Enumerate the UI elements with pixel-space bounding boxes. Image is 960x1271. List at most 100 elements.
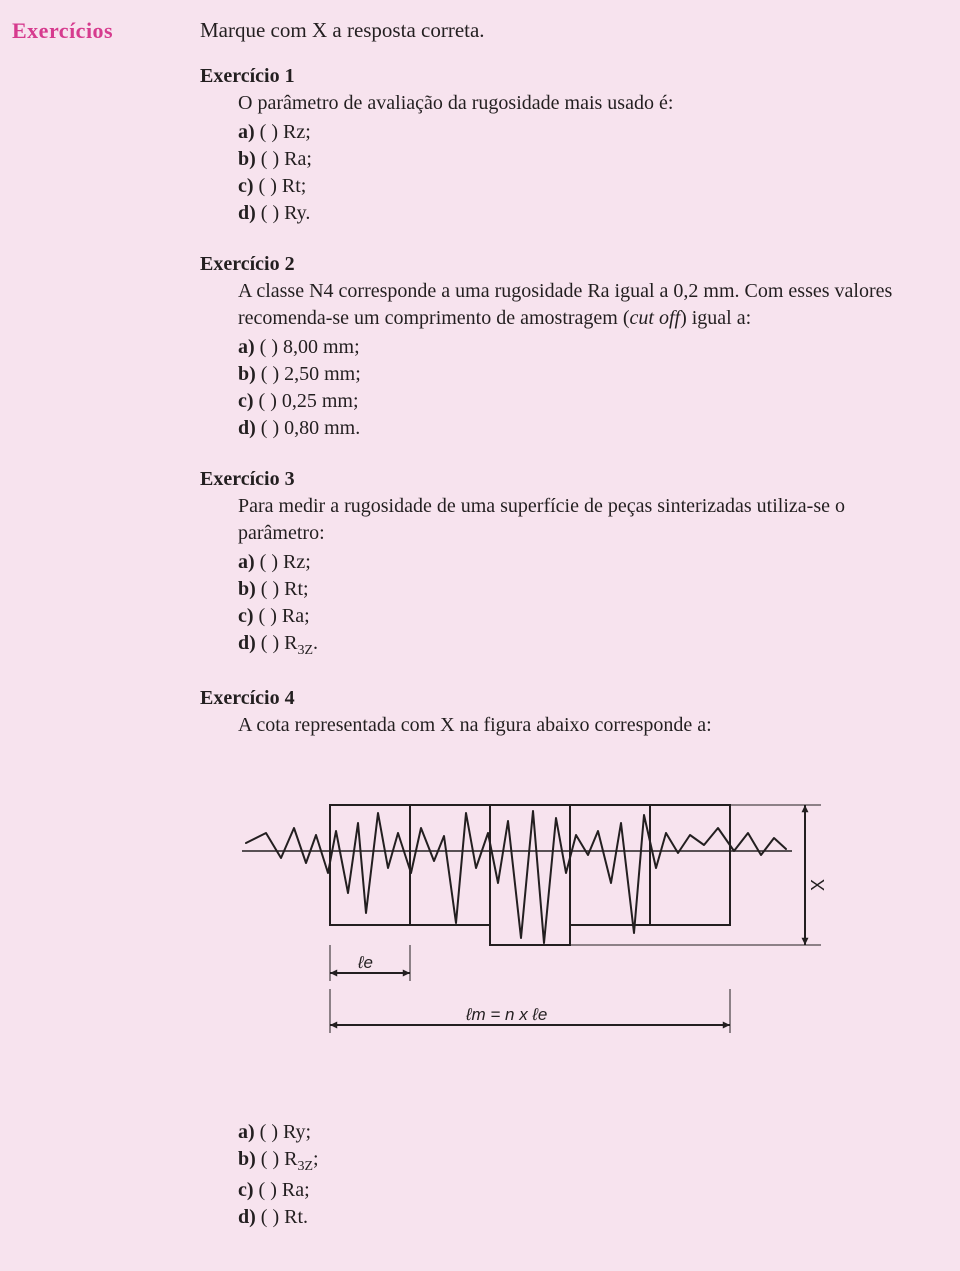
opt-letter: b) [238,363,256,385]
opt-blank[interactable]: ( ) [259,605,277,627]
opt-letter: a) [238,1121,255,1143]
opt-sub: 3Z [297,643,313,658]
page-root: Exercícios Marque com X a resposta corre… [0,0,960,1271]
exercise-2: Exercício 2 A classe N4 corresponde a um… [200,253,900,442]
opt-text: Rt; [282,175,306,197]
content-col: Marque com X a resposta correta. Exercíc… [200,18,900,1231]
opt-pre: R [284,1148,297,1170]
exercise-4: Exercício 4 A cota representada com X na… [200,687,900,739]
exercise-2-opt-b: b) ( ) 2,50 mm; [238,361,900,388]
opt-text: Rt. [284,1206,308,1228]
opt-letter: a) [238,551,255,573]
opt-text: R3Z. [284,632,318,654]
opt-text: Ra; [282,1179,310,1201]
exercise-2-body: A classe N4 corresponde a uma rugosidade… [238,278,900,442]
prompt-post: ) igual a: [680,307,751,329]
exercise-3-opt-b: b) ( ) Rt; [238,576,900,603]
prompt-pre: A classe N4 corresponde a uma rugosidade… [238,280,892,329]
exercise-1-options: a) ( ) Rz; b) ( ) Ra; c) ( ) Rt; [238,119,900,227]
exercise-2-opt-a: a) ( ) 8,00 mm; [238,334,900,361]
exercise-2-opt-c: c) ( ) 0,25 mm; [238,388,900,415]
exercise-4-opt-a: a) ( ) Ry; [238,1119,900,1146]
opt-blank[interactable]: ( ) [260,551,278,573]
opt-post: . [313,632,318,654]
roughness-svg: Xℓeℓm = n x ℓe [236,773,856,1073]
opt-text: 0,25 mm; [282,390,359,412]
exercise-3-prompt: Para medir a rugosidade de uma superfíci… [238,493,900,547]
exercise-4-body: A cota representada com X na figura abai… [238,712,900,739]
section-heading-col: Exercícios [12,18,162,44]
section-title: Exercícios [12,18,162,44]
exercise-1-prompt: O parâmetro de avaliação da rugosidade m… [238,90,900,117]
exercise-3-options: a) ( ) Rz; b) ( ) Rt; c) ( ) Ra; [238,549,900,661]
exercise-1-label: Exercício 1 [200,65,900,88]
exercise-1-body: O parâmetro de avaliação da rugosidade m… [238,90,900,227]
exercise-2-options: a) ( ) 8,00 mm; b) ( ) 2,50 mm; c) ( ) 0… [238,334,900,442]
prompt-italic: cut off [630,307,681,329]
opt-text: Ra; [284,148,312,170]
opt-blank[interactable]: ( ) [261,363,279,385]
opt-letter: b) [238,1148,256,1170]
exercise-4-opt-c: c) ( ) Ra; [238,1177,900,1204]
opt-text: Rz; [283,551,311,573]
opt-text: Ry; [283,1121,311,1143]
exercise-3-opt-d: d) ( ) R3Z. [238,630,900,661]
opt-blank[interactable]: ( ) [261,1148,279,1170]
exercise-3-body: Para medir a rugosidade de uma superfíci… [238,493,900,661]
roughness-figure: Xℓeℓm = n x ℓe [236,773,856,1073]
opt-text: Rt; [284,578,308,600]
exercise-4-prompt: A cota representada com X na figura abai… [238,712,900,739]
exercise-1: Exercício 1 O parâmetro de avaliação da … [200,65,900,227]
opt-letter: b) [238,578,256,600]
opt-letter: c) [238,1179,254,1201]
opt-sub: 3Z [297,1159,313,1174]
exercise-3-opt-c: c) ( ) Ra; [238,603,900,630]
exercise-2-opt-d: d) ( ) 0,80 mm. [238,415,900,442]
opt-letter: c) [238,175,254,197]
opt-letter: a) [238,336,255,358]
opt-text: 8,00 mm; [283,336,360,358]
opt-letter: a) [238,121,255,143]
opt-text: Ry. [284,202,310,224]
exercise-3-label: Exercício 3 [200,468,900,491]
opt-text: 0,80 mm. [284,417,360,439]
exercise-4-options: a) ( ) Ry; b) ( ) R3Z; c) ( ) Ra; d) ( )… [238,1119,900,1231]
opt-blank[interactable]: ( ) [259,1179,277,1201]
opt-letter: c) [238,390,254,412]
exercise-1-opt-c: c) ( ) Rt; [238,173,900,200]
opt-pre: R [284,632,297,654]
opt-blank[interactable]: ( ) [261,1206,279,1228]
opt-text: Ra; [282,605,310,627]
opt-blank[interactable]: ( ) [261,578,279,600]
opt-blank[interactable]: ( ) [261,202,279,224]
opt-text: Rz; [283,121,311,143]
opt-text: R3Z; [284,1148,318,1170]
exercise-1-opt-b: b) ( ) Ra; [238,146,900,173]
opt-blank[interactable]: ( ) [260,1121,278,1143]
exercise-4-opt-d: d) ( ) Rt. [238,1204,900,1231]
svg-text:X: X [808,879,828,891]
exercise-3-opt-a: a) ( ) Rz; [238,549,900,576]
opt-text: 2,50 mm; [284,363,361,385]
opt-letter: d) [238,632,256,654]
opt-blank[interactable]: ( ) [261,417,279,439]
exercise-2-prompt: A classe N4 corresponde a uma rugosidade… [238,278,900,332]
opt-blank[interactable]: ( ) [261,632,279,654]
opt-blank[interactable]: ( ) [260,336,278,358]
opt-blank[interactable]: ( ) [259,175,277,197]
opt-letter: c) [238,605,254,627]
opt-letter: b) [238,148,256,170]
exercise-1-opt-d: d) ( ) Ry. [238,200,900,227]
exercise-2-label: Exercício 2 [200,253,900,276]
opt-letter: d) [238,202,256,224]
opt-blank[interactable]: ( ) [259,390,277,412]
opt-blank[interactable]: ( ) [260,121,278,143]
svg-text:ℓm = n x ℓe: ℓm = n x ℓe [465,1005,547,1024]
opt-post: ; [313,1148,319,1170]
opt-blank[interactable]: ( ) [261,148,279,170]
opt-letter: d) [238,1206,256,1228]
instruction-text: Marque com X a resposta correta. [200,18,900,43]
opt-letter: d) [238,417,256,439]
exercise-1-opt-a: a) ( ) Rz; [238,119,900,146]
exercise-4-label: Exercício 4 [200,687,900,710]
